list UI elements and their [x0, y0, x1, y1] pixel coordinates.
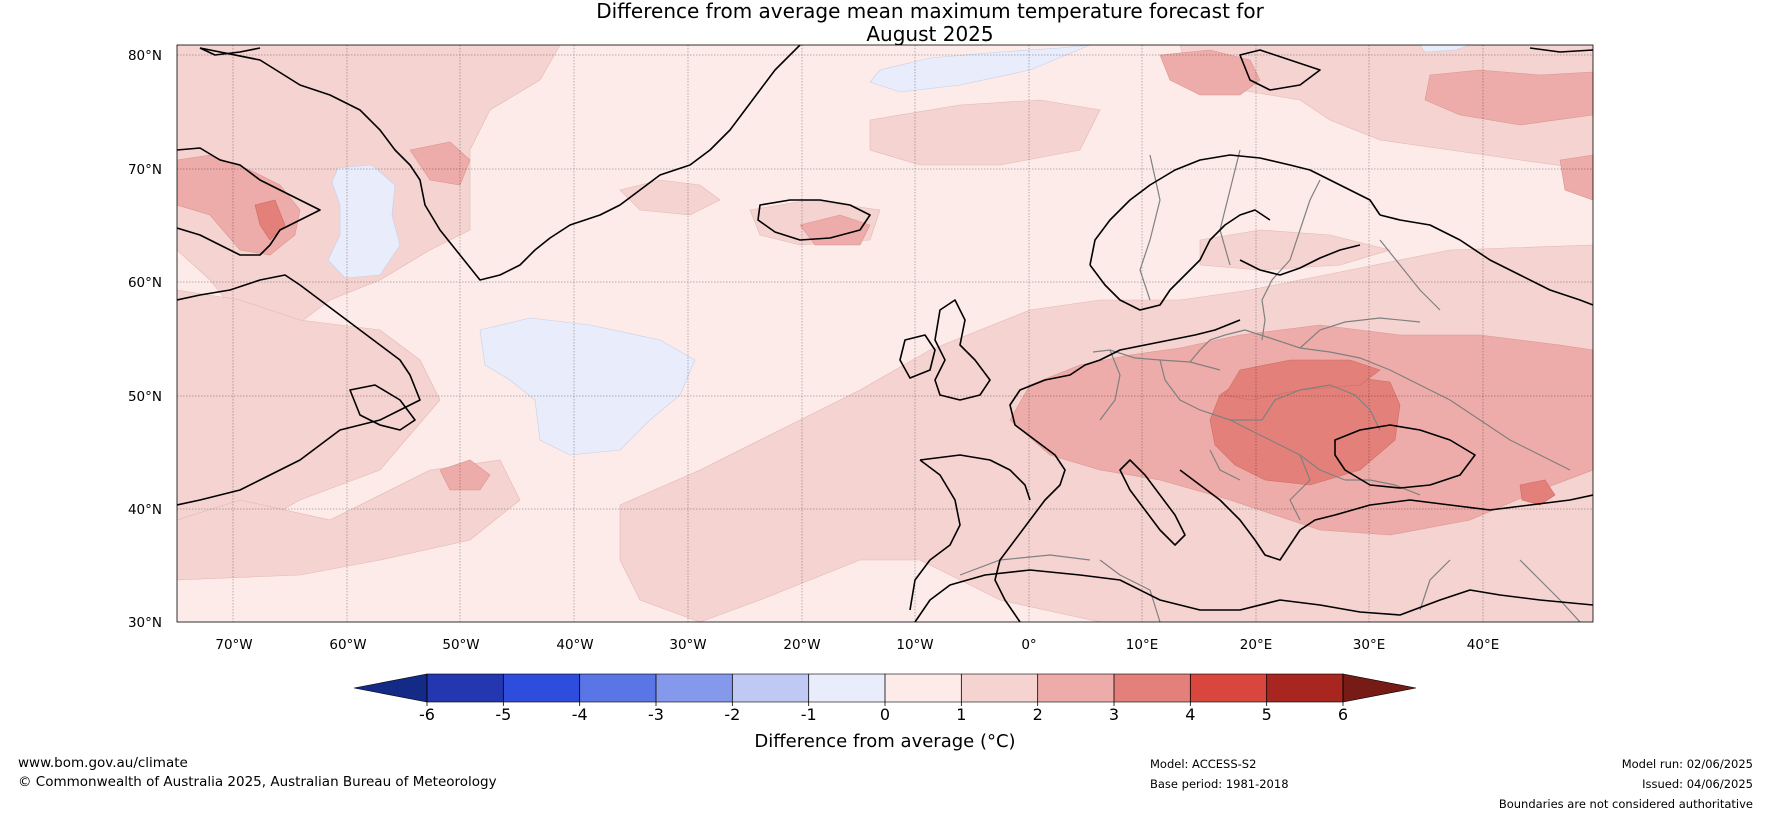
- colorbar: -6 -5 -4 -3 -2 -1 0 1 2 3 4 5 6: [353, 673, 1417, 724]
- footer-copyright: © Commonwealth of Australia 2025, Austra…: [18, 774, 497, 790]
- colorbar-segment: [503, 674, 580, 702]
- country-borders: [959, 149, 1581, 622]
- lon-label-50w: 50°W: [442, 637, 479, 653]
- lat-label-60n: 60°N: [128, 275, 162, 291]
- colorbar-tick-label: -6: [419, 705, 435, 724]
- anomaly-field-cool: [327, 45, 1471, 456]
- lon-label-20e: 20°E: [1240, 637, 1272, 653]
- colorbar-tick-label: -3: [648, 705, 664, 724]
- lat-label-70n: 70°N: [128, 162, 162, 178]
- anomaly-field-3-4: [254, 199, 1556, 506]
- lon-label-40w: 40°W: [556, 637, 593, 653]
- lon-label-60w: 60°W: [329, 637, 366, 653]
- colorbar-segment: [808, 674, 885, 702]
- colorbar-segment: [427, 674, 504, 702]
- colorbar-segment: [1266, 674, 1343, 702]
- lat-label-50n: 50°N: [128, 389, 162, 405]
- colorbar-tick-label: 6: [1338, 705, 1348, 724]
- map-frame: [176, 44, 1594, 623]
- lon-label-20w: 20°W: [783, 637, 820, 653]
- colorbar-tick-label: 4: [1185, 705, 1195, 724]
- title-line-1: Difference from average mean maximum tem…: [596, 0, 1264, 23]
- colorbar-segment: [1037, 674, 1114, 702]
- footer-model: Model: ACCESS-S2: [1150, 757, 1257, 771]
- lon-label-30w: 30°W: [669, 637, 706, 653]
- colorbar-segment: [885, 674, 962, 702]
- colorbar-tick-label: 5: [1262, 705, 1272, 724]
- colorbar-tick-label: 0: [880, 705, 890, 724]
- colorbar-tick-label: -2: [724, 705, 740, 724]
- footer-website: www.bom.gov.au/climate: [18, 755, 188, 771]
- lon-label-70w: 70°W: [215, 637, 252, 653]
- colorbar-segment: [656, 674, 733, 702]
- coastlines: [177, 45, 1593, 622]
- colorbar-extend-low: [353, 673, 428, 703]
- colorbar-extend-high: [1342, 673, 1417, 703]
- lat-label-30n: 30°N: [128, 615, 162, 631]
- colorbar-tick-label: -4: [572, 705, 588, 724]
- footer-base-period: Base period: 1981-2018: [1150, 777, 1289, 791]
- colorbar-segment: [579, 674, 656, 702]
- colorbar-segment: [1190, 674, 1267, 702]
- footer-disclaimer: Boundaries are not considered authoritat…: [1498, 797, 1753, 811]
- chart-title: Difference from average mean maximum tem…: [0, 0, 1770, 46]
- footer-issued: Issued: 04/06/2025: [1642, 777, 1753, 791]
- title-line-2: August 2025: [866, 22, 994, 46]
- lon-label-30e: 30°E: [1353, 637, 1385, 653]
- lat-label-80n: 80°N: [128, 48, 162, 64]
- colorbar-tick-label: -1: [801, 705, 817, 724]
- colorbar-tick-label: -5: [495, 705, 511, 724]
- colorbar-segment: [1114, 674, 1191, 702]
- lon-label-0: 0°: [1021, 637, 1036, 653]
- lon-label-10e: 10°E: [1126, 637, 1158, 653]
- colorbar-tick-label: 2: [1033, 705, 1043, 724]
- lon-label-40e: 40°E: [1467, 637, 1499, 653]
- colorbar-segment: [732, 674, 809, 702]
- lat-label-40n: 40°N: [128, 502, 162, 518]
- footer-model-run: Model run: 02/06/2025: [1621, 757, 1753, 771]
- colorbar-segment: [961, 674, 1038, 702]
- map-panel: [177, 45, 1593, 622]
- colorbar-title: Difference from average (°C): [754, 731, 1015, 752]
- colorbar-tick-label: 3: [1109, 705, 1119, 724]
- lon-label-10w: 10°W: [896, 637, 933, 653]
- colorbar-tick-label: 1: [956, 705, 966, 724]
